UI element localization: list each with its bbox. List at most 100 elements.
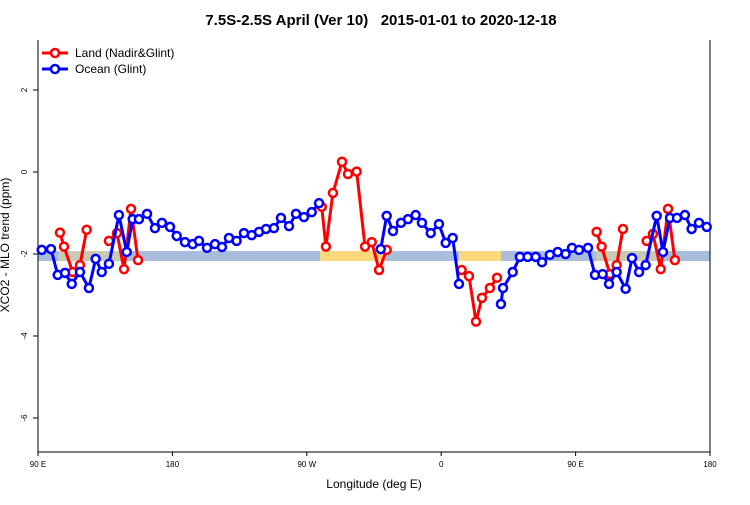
land-data-point <box>320 241 332 252</box>
ocean-data-point <box>679 209 691 221</box>
ocean-data-point <box>402 213 414 225</box>
ocean-data-point <box>66 278 77 290</box>
ocean-data-point <box>96 266 108 278</box>
ocean-data-point <box>216 241 228 253</box>
x-axis-label: Longitude (deg E) <box>326 477 421 491</box>
legend-marker <box>49 63 61 75</box>
ocean-data-point <box>507 266 518 278</box>
ocean-data-point <box>90 253 101 265</box>
ocean-data-point <box>651 210 662 222</box>
ocean-data-point <box>686 223 697 235</box>
ocean-data-point <box>149 222 161 234</box>
land-data-point <box>336 156 348 168</box>
land-data-point <box>54 227 66 238</box>
band-segment-land <box>459 251 501 262</box>
ocean-data-point <box>298 211 310 223</box>
chart-title: 7.5S-2.5S April (Ver 10) 2015-01-01 to 2… <box>205 12 556 29</box>
ocean-data-point <box>440 237 451 249</box>
ocean-data-point <box>193 235 205 247</box>
land-data-point <box>669 254 681 266</box>
x-tick-label: 90 E <box>30 460 46 469</box>
ocean-data-point <box>573 244 585 256</box>
y-axis-label: XCO2 - MLO trend (ppm) <box>0 178 12 313</box>
land-data-point <box>596 241 607 252</box>
y-tick-label: 0 <box>20 169 29 174</box>
ocean-data-point <box>626 252 638 264</box>
land-data-point <box>655 263 666 275</box>
band-segment-ocean <box>121 251 321 262</box>
ocean-data-point <box>306 206 317 218</box>
ocean-data-point <box>433 218 445 230</box>
ocean-data-point <box>121 246 132 258</box>
ocean-data-point <box>133 213 145 225</box>
axes: 2 0 -2 -4 -6 90 E 180 90 W 0 90 E 180 <box>20 40 717 469</box>
ocean-data-point <box>268 222 280 234</box>
x-tick-label: 90 E <box>567 460 583 469</box>
land-data-point <box>662 203 674 215</box>
ocean-data-point <box>381 210 392 222</box>
y-tick-label: -4 <box>20 332 29 340</box>
ocean-data-point <box>410 209 421 221</box>
ocean-data-point <box>657 246 669 258</box>
ocean-data-point <box>45 243 57 255</box>
land-data-point <box>58 241 70 252</box>
land-data-point <box>463 270 475 282</box>
land-data-point <box>476 292 488 304</box>
legend-marker <box>49 47 61 59</box>
x-tick-label: 0 <box>439 460 444 469</box>
ocean-data-point <box>582 242 594 254</box>
ocean-data-point <box>497 282 509 294</box>
band-segment-land <box>320 251 386 262</box>
ocean-data-point <box>701 221 712 233</box>
land-data-point <box>125 203 137 215</box>
ocean-data-point <box>522 251 533 263</box>
land-data-point <box>118 263 130 275</box>
y-tick-label: -6 <box>20 414 29 422</box>
land-data-point <box>327 187 339 199</box>
land-data-point <box>591 226 602 238</box>
y-tick-label: -2 <box>20 250 29 258</box>
ocean-data-point <box>611 266 622 278</box>
ocean-data-point <box>164 221 176 233</box>
ocean-data-point <box>171 230 182 242</box>
land-data-point <box>351 166 362 177</box>
ocean-data-point <box>59 267 71 279</box>
ocean-data-point <box>530 251 541 263</box>
ocean-data-point <box>231 235 242 247</box>
ocean-data-point <box>313 197 325 209</box>
data-series <box>36 156 712 327</box>
ocean-data-point <box>536 256 548 268</box>
land-data-point <box>342 168 354 180</box>
ocean-data-point <box>447 232 458 244</box>
land-data-point <box>491 272 503 284</box>
land-data-point <box>470 316 482 327</box>
ocean-data-point <box>141 208 153 220</box>
band-segment-ocean <box>385 251 460 262</box>
land-data-point <box>132 254 144 266</box>
band-segment-ocean <box>38 251 59 262</box>
band-segment-mixed <box>596 251 658 262</box>
ocean-data-point <box>693 217 705 229</box>
land-data-point <box>359 241 371 252</box>
ocean-data-point <box>495 298 507 310</box>
ocean-data-point <box>283 220 295 232</box>
land-data-point <box>373 264 385 276</box>
ocean-data-point <box>36 244 47 256</box>
ocean-data-point <box>113 209 125 221</box>
ocean-data-point <box>103 258 115 270</box>
x-tick-label: 180 <box>166 460 180 469</box>
legend: Land (Nadir&Glint) Ocean (Glint) <box>42 46 174 76</box>
ocean-data-point <box>387 225 399 237</box>
ocean-data-point <box>560 248 571 260</box>
ocean-data-point <box>156 217 168 229</box>
ocean-data-point <box>416 217 428 229</box>
x-tick-label: 90 W <box>297 460 316 469</box>
ocean-data-point <box>83 282 95 294</box>
ocean-data-point <box>603 278 615 290</box>
ocean-data-point <box>74 266 86 278</box>
ocean-data-point <box>597 268 608 280</box>
ocean-data-point <box>633 266 645 278</box>
ocean-data-point <box>375 243 386 255</box>
ocean-data-point <box>425 227 436 239</box>
